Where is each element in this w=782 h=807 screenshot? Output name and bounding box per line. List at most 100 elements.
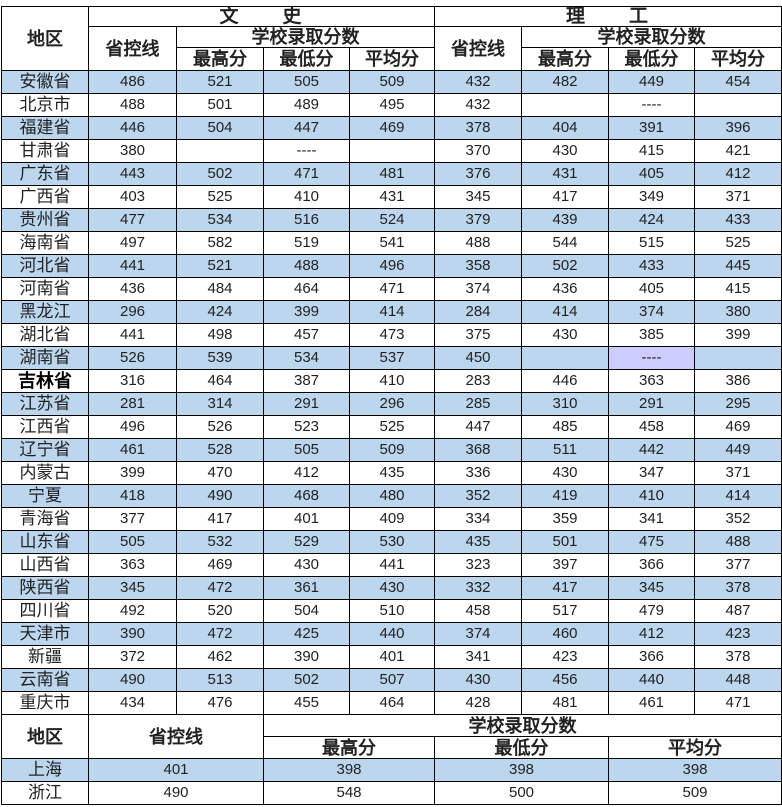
science-min-cell: 433 bbox=[608, 254, 696, 278]
arts-max-cell: 472 bbox=[176, 576, 264, 600]
arts-control-line-cell: 486 bbox=[88, 70, 177, 94]
arts-max-cell bbox=[176, 139, 264, 163]
arts-control-line-cell: 372 bbox=[88, 645, 177, 669]
science-avg-cell: 295 bbox=[694, 392, 782, 416]
science-avg-cell: 433 bbox=[694, 208, 782, 232]
science-control-line-cell: 332 bbox=[434, 576, 523, 600]
arts-max-cell: 525 bbox=[176, 185, 264, 209]
region-cell: 江苏省 bbox=[1, 392, 89, 416]
arts-avg-cell: 409 bbox=[348, 507, 436, 531]
science-avg-cell: 421 bbox=[694, 139, 782, 163]
science-avg-cell: 378 bbox=[694, 576, 782, 600]
science-avg-cell: 448 bbox=[694, 668, 782, 692]
arts-control-line-cell: 505 bbox=[88, 530, 177, 554]
region-cell: 天津市 bbox=[1, 622, 89, 646]
arts-avg-cell: 430 bbox=[348, 576, 436, 600]
science-max-cell: 359 bbox=[521, 507, 610, 531]
arts-avg-cell: 431 bbox=[348, 185, 436, 209]
science-avg-cell: 454 bbox=[694, 70, 782, 94]
science-min-cell: 385 bbox=[608, 323, 696, 347]
science-avg-cell: 412 bbox=[694, 162, 782, 186]
science-control-line-cell: 341 bbox=[434, 645, 523, 669]
table-row: 山东省 505 532 529 530 435 501 475 488 bbox=[1, 530, 782, 554]
science-min-cell: 412 bbox=[608, 622, 696, 646]
science-max-cell bbox=[521, 93, 610, 117]
region-cell: 内蒙古 bbox=[1, 461, 89, 485]
science-min-cell: 345 bbox=[608, 576, 696, 600]
science-max-cell: 517 bbox=[521, 599, 610, 623]
science-avg-cell: 487 bbox=[694, 599, 782, 623]
science-max-cell: 436 bbox=[521, 277, 610, 301]
science-avg-cell: 423 bbox=[694, 622, 782, 646]
science-control-line-cell: 450 bbox=[434, 346, 523, 370]
region-cell: 云南省 bbox=[1, 668, 89, 692]
science-avg-cell: 525 bbox=[694, 231, 782, 255]
science-control-line-cell: 334 bbox=[434, 507, 523, 531]
arts-min-cell: 529 bbox=[263, 530, 350, 554]
science-max-cell: 460 bbox=[521, 622, 610, 646]
region-cell: 福建省 bbox=[1, 116, 89, 140]
region-cell: 黑龙江 bbox=[1, 300, 89, 324]
science-max-cell: 423 bbox=[521, 645, 610, 669]
min-cell: 500 bbox=[434, 781, 609, 805]
arts-control-line-cell: 363 bbox=[88, 553, 177, 577]
arts-control-line-cell: 441 bbox=[88, 323, 177, 347]
table-row: 北京市 488 501 489 495 432 ---- bbox=[1, 93, 782, 117]
arts-control-line-cell: 380 bbox=[88, 139, 177, 163]
science-min-cell: 291 bbox=[608, 392, 696, 416]
table-row: 内蒙古 399 470 412 435 336 430 347 371 bbox=[1, 461, 782, 485]
science-avg-cell: 469 bbox=[694, 415, 782, 439]
arts-control-line-cell: 436 bbox=[88, 277, 177, 301]
max-cell: 548 bbox=[263, 781, 435, 805]
avg-cell: 509 bbox=[607, 781, 782, 805]
admission-scores-table: 地区 文 史 理 工 省控线 学校录取分数 省控线 学校录取分数 最高分 最低分… bbox=[1, 6, 782, 715]
arts-min-cell: 425 bbox=[263, 622, 350, 646]
region-cell: 广西省 bbox=[1, 185, 89, 209]
arts-min-cell: 390 bbox=[263, 645, 350, 669]
arts-min-cell: 430 bbox=[263, 553, 350, 577]
region-cell: 陕西省 bbox=[1, 576, 89, 600]
arts-avg-cell: 481 bbox=[348, 162, 436, 186]
table-row: 福建省 446 504 447 469 378 404 391 396 bbox=[1, 116, 782, 140]
arts-avg-cell: 469 bbox=[348, 116, 436, 140]
science-avg-cell: 352 bbox=[694, 507, 782, 531]
science-avg-cell bbox=[694, 93, 782, 117]
arts-max-cell: 539 bbox=[176, 346, 264, 370]
arts-avg-cell: 480 bbox=[348, 484, 436, 508]
science-min-cell: 442 bbox=[608, 438, 696, 462]
region-cell: 浙江 bbox=[1, 781, 89, 805]
arts-min-cell: 471 bbox=[263, 162, 350, 186]
arts-min-cell: 361 bbox=[263, 576, 350, 600]
science-min-cell: 366 bbox=[608, 645, 696, 669]
arts-avg-cell: 440 bbox=[348, 622, 436, 646]
table-row: 广西省 403 525 410 431 345 417 349 371 bbox=[1, 185, 782, 209]
science-control-line-cell: 374 bbox=[434, 277, 523, 301]
region-cell: 甘肃省 bbox=[1, 139, 89, 163]
header-arts-school-scores: 学校录取分数 bbox=[175, 26, 436, 48]
arts-avg-cell: 435 bbox=[348, 461, 436, 485]
header-science: 理 工 bbox=[434, 6, 782, 27]
science-avg-cell bbox=[694, 346, 782, 370]
arts-max-cell: 472 bbox=[176, 622, 264, 646]
arts-max-cell: 498 bbox=[176, 323, 264, 347]
header-arts: 文 史 bbox=[87, 6, 436, 27]
arts-max-cell: 424 bbox=[176, 300, 264, 324]
header-arts-control-line: 省控线 bbox=[88, 26, 177, 71]
science-min-cell: 349 bbox=[608, 185, 696, 209]
science-control-line-cell: 458 bbox=[434, 599, 523, 623]
region-cell: 山东省 bbox=[1, 530, 89, 554]
arts-max-cell: 464 bbox=[176, 369, 264, 393]
region-cell: 新疆 bbox=[1, 645, 89, 669]
science-control-line-cell: 447 bbox=[434, 415, 523, 439]
arts-min-cell: 401 bbox=[263, 507, 350, 531]
science-control-line-cell: 345 bbox=[434, 185, 523, 209]
arts-min-cell: 455 bbox=[263, 691, 350, 715]
arts-avg-cell: 495 bbox=[348, 93, 436, 117]
arts-min-cell: 505 bbox=[263, 70, 350, 94]
science-min-cell: ---- bbox=[608, 93, 696, 117]
science-max-cell: 446 bbox=[521, 369, 610, 393]
science-max-cell: 431 bbox=[521, 162, 610, 186]
science-avg-cell: 399 bbox=[694, 323, 782, 347]
science-min-cell: 515 bbox=[608, 231, 696, 255]
arts-control-line-cell: 345 bbox=[88, 576, 177, 600]
